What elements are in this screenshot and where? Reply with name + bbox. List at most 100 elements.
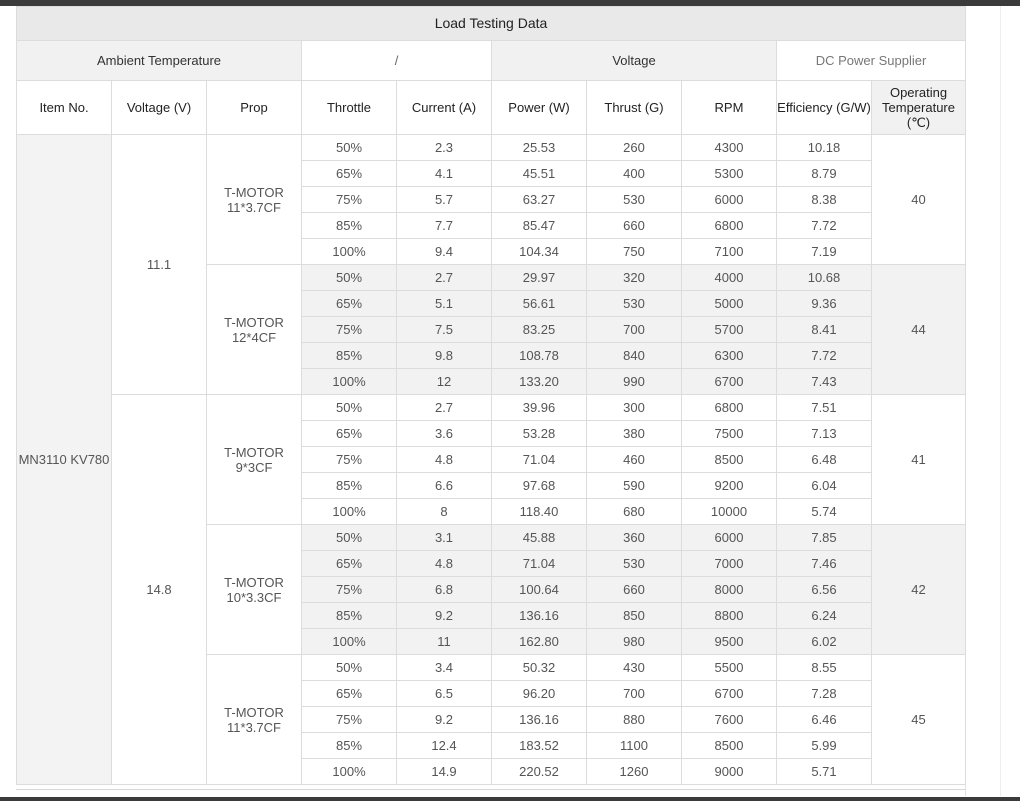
power-cell: 133.20 — [491, 368, 587, 395]
thrust-cell: 660 — [586, 576, 682, 603]
current-cell: 6.5 — [396, 680, 492, 707]
rpm-cell: 6800 — [681, 394, 777, 421]
power-cell: 118.40 — [491, 498, 587, 525]
rpm-cell: 9500 — [681, 628, 777, 655]
thrust-cell: 300 — [586, 394, 682, 421]
power-cell: 136.16 — [491, 602, 587, 629]
load-testing-table: Load Testing Data Ambient Temperature / … — [15, 6, 967, 785]
efficiency-cell: 6.02 — [776, 628, 872, 655]
thrust-cell: 700 — [586, 680, 682, 707]
current-cell: 8 — [396, 498, 492, 525]
thrust-cell: 700 — [586, 316, 682, 343]
throttle-cell: 75% — [301, 446, 397, 473]
col-header-temperature: Operating Temperature (℃) — [870, 80, 967, 135]
col-header-throttle: Throttle — [301, 80, 397, 135]
efficiency-cell: 7.13 — [776, 420, 872, 447]
rpm-cell: 10000 — [681, 498, 777, 525]
efficiency-cell: 6.04 — [776, 472, 872, 499]
power-cell: 29.97 — [491, 264, 587, 291]
rpm-cell: 5000 — [681, 290, 777, 317]
power-cell: 45.88 — [491, 524, 587, 551]
throttle-cell: 50% — [301, 134, 397, 161]
throttle-cell: 85% — [301, 342, 397, 369]
ambient-temperature-header: Ambient Temperature — [16, 40, 302, 81]
col-header-efficiency: Efficiency (G/W) — [776, 80, 872, 135]
dc-power-supplier-header: DC Power Supplier — [775, 40, 967, 81]
rpm-cell: 5500 — [681, 654, 777, 681]
rpm-cell: 9000 — [681, 758, 777, 785]
rpm-cell: 6700 — [681, 680, 777, 707]
rpm-cell: 7000 — [681, 550, 777, 577]
throttle-cell: 100% — [301, 368, 397, 395]
prop-cell: T-MOTOR 11*3.7CF — [206, 134, 302, 265]
current-cell: 11 — [396, 628, 492, 655]
efficiency-cell: 7.51 — [776, 394, 872, 421]
col-header-current: Current (A) — [396, 80, 492, 135]
power-cell: 96.20 — [491, 680, 587, 707]
rpm-cell: 4300 — [681, 134, 777, 161]
thrust-cell: 750 — [586, 238, 682, 265]
current-cell: 4.1 — [396, 160, 492, 187]
efficiency-cell: 7.28 — [776, 680, 872, 707]
col-header-thrust: Thrust (G) — [586, 80, 682, 135]
thrust-cell: 840 — [586, 342, 682, 369]
rpm-cell: 5700 — [681, 316, 777, 343]
current-cell: 12.4 — [396, 732, 492, 759]
current-cell: 5.1 — [396, 290, 492, 317]
throttle-cell: 85% — [301, 212, 397, 239]
power-cell: 100.64 — [491, 576, 587, 603]
prop-cell: T-MOTOR 12*4CF — [206, 264, 302, 395]
thrust-cell: 400 — [586, 160, 682, 187]
throttle-cell: 65% — [301, 550, 397, 577]
current-cell: 3.1 — [396, 524, 492, 551]
current-cell: 3.6 — [396, 420, 492, 447]
efficiency-cell: 8.79 — [776, 160, 872, 187]
operating-temperature-cell: 41 — [870, 394, 967, 525]
throttle-cell: 100% — [301, 758, 397, 785]
col-header-rpm: RPM — [681, 80, 777, 135]
throttle-cell: 65% — [301, 290, 397, 317]
power-cell: 162.80 — [491, 628, 587, 655]
thrust-cell: 880 — [586, 706, 682, 733]
scroll-track-divider — [1000, 6, 1001, 796]
efficiency-cell: 7.72 — [776, 212, 872, 239]
efficiency-cell: 7.19 — [776, 238, 872, 265]
efficiency-cell: 6.24 — [776, 602, 872, 629]
power-cell: 53.28 — [491, 420, 587, 447]
rpm-cell: 8500 — [681, 446, 777, 473]
efficiency-cell: 8.55 — [776, 654, 872, 681]
efficiency-cell: 8.38 — [776, 186, 872, 213]
throttle-cell: 100% — [301, 238, 397, 265]
current-cell: 2.7 — [396, 394, 492, 421]
rpm-cell: 8500 — [681, 732, 777, 759]
rpm-cell: 6800 — [681, 212, 777, 239]
efficiency-cell: 7.46 — [776, 550, 872, 577]
current-cell: 14.9 — [396, 758, 492, 785]
throttle-cell: 75% — [301, 576, 397, 603]
throttle-cell: 75% — [301, 316, 397, 343]
power-cell: 45.51 — [491, 160, 587, 187]
operating-temperature-cell: 40 — [870, 134, 967, 265]
current-cell: 7.5 — [396, 316, 492, 343]
thrust-cell: 530 — [586, 290, 682, 317]
rpm-cell: 6700 — [681, 368, 777, 395]
thrust-cell: 320 — [586, 264, 682, 291]
voltage-group-header: Voltage — [491, 40, 777, 81]
efficiency-cell: 9.36 — [776, 290, 872, 317]
power-cell: 83.25 — [491, 316, 587, 343]
thrust-cell: 990 — [586, 368, 682, 395]
throttle-cell: 85% — [301, 602, 397, 629]
thrust-cell: 530 — [586, 550, 682, 577]
rpm-cell: 7100 — [681, 238, 777, 265]
current-cell: 6.8 — [396, 576, 492, 603]
power-cell: 71.04 — [491, 550, 587, 577]
thrust-cell: 360 — [586, 524, 682, 551]
power-cell: 85.47 — [491, 212, 587, 239]
throttle-cell: 100% — [301, 628, 397, 655]
prop-cell: T-MOTOR 10*3.3CF — [206, 524, 302, 655]
rpm-cell: 7600 — [681, 706, 777, 733]
thrust-cell: 850 — [586, 602, 682, 629]
prop-cell: T-MOTOR 11*3.7CF — [206, 654, 302, 785]
current-cell: 6.6 — [396, 472, 492, 499]
current-cell: 9.2 — [396, 602, 492, 629]
